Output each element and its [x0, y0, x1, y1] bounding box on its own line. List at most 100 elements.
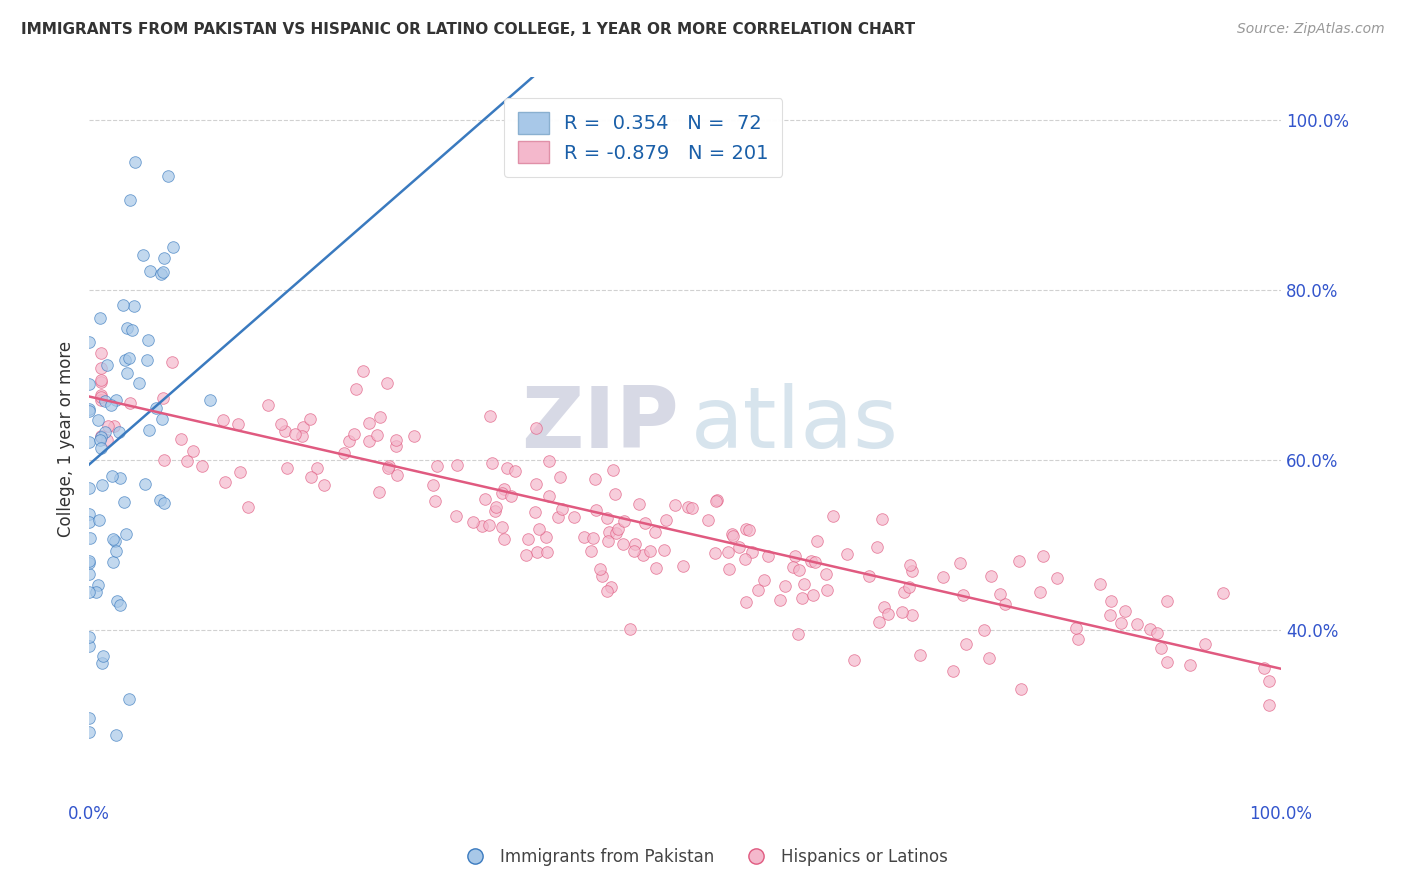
Point: [599, 580, 621, 594]
Point: [90, 392, 112, 407]
Point: [77, 377, 100, 392]
Point: [367, 485, 389, 500]
Point: [307, 461, 329, 475]
Point: [932, 570, 955, 584]
Point: [524, 477, 547, 491]
Point: [634, 516, 657, 530]
Point: [672, 558, 695, 573]
Point: [104, 534, 127, 549]
Point: [198, 393, 221, 408]
Point: [461, 516, 484, 530]
Y-axis label: College, 1 year or more: College, 1 year or more: [58, 341, 75, 537]
Point: [118, 691, 141, 706]
Point: [747, 582, 769, 597]
Text: IMMIGRANTS FROM PAKISTAN VS HISPANIC OR LATINO COLLEGE, 1 YEAR OR MORE CORRELATI: IMMIGRANTS FROM PAKISTAN VS HISPANIC OR …: [21, 22, 915, 37]
Point: [898, 580, 921, 594]
Point: [101, 532, 124, 546]
Point: [366, 427, 388, 442]
Point: [152, 453, 174, 467]
Point: [579, 544, 602, 558]
Point: [717, 545, 740, 559]
Point: [548, 470, 571, 484]
Point: [866, 540, 889, 554]
Point: [585, 502, 607, 516]
Point: [115, 367, 138, 381]
Point: [152, 392, 174, 406]
Point: [170, 433, 193, 447]
Point: [160, 355, 183, 369]
Point: [352, 364, 374, 378]
Point: [551, 502, 574, 516]
Point: [644, 561, 666, 575]
Point: [422, 478, 444, 492]
Point: [100, 398, 122, 412]
Point: [112, 298, 135, 312]
Point: [717, 562, 740, 576]
Point: [1046, 571, 1069, 585]
Point: [108, 425, 131, 439]
Point: [955, 637, 977, 651]
Point: [377, 461, 399, 475]
Point: [120, 395, 142, 409]
Point: [226, 417, 249, 431]
Point: [90, 345, 112, 359]
Point: [136, 333, 159, 347]
Point: [623, 544, 645, 558]
Point: [1098, 607, 1121, 622]
Point: [121, 323, 143, 337]
Point: [721, 526, 744, 541]
Text: atlas: atlas: [690, 383, 898, 466]
Point: [152, 412, 174, 426]
Text: ZIP: ZIP: [522, 383, 679, 466]
Point: [1212, 586, 1234, 600]
Point: [624, 537, 647, 551]
Point: [979, 651, 1001, 665]
Point: [870, 511, 893, 525]
Point: [491, 485, 513, 500]
Point: [494, 483, 516, 497]
Point: [492, 532, 515, 546]
Point: [605, 525, 627, 540]
Point: [91, 478, 114, 492]
Point: [596, 583, 619, 598]
Point: [537, 490, 560, 504]
Point: [613, 514, 636, 528]
Point: [101, 555, 124, 569]
Point: [229, 465, 252, 479]
Point: [134, 476, 156, 491]
Point: [706, 493, 728, 508]
Point: [484, 504, 506, 518]
Point: [77, 725, 100, 739]
Point: [384, 439, 406, 453]
Point: [314, 478, 336, 492]
Point: [87, 513, 110, 527]
Point: [1099, 594, 1122, 608]
Point: [79, 532, 101, 546]
Point: [734, 552, 756, 566]
Point: [583, 472, 606, 486]
Point: [595, 511, 617, 525]
Point: [149, 268, 172, 282]
Point: [299, 470, 322, 484]
Point: [655, 513, 678, 527]
Point: [77, 711, 100, 725]
Point: [1146, 626, 1168, 640]
Point: [704, 494, 727, 508]
Point: [515, 548, 537, 562]
Point: [105, 593, 128, 607]
Point: [138, 263, 160, 277]
Point: [1139, 622, 1161, 636]
Point: [562, 509, 585, 524]
Point: [537, 454, 560, 468]
Point: [1194, 637, 1216, 651]
Point: [90, 388, 112, 402]
Point: [793, 576, 815, 591]
Point: [526, 545, 548, 559]
Point: [108, 471, 131, 485]
Point: [84, 585, 107, 599]
Point: [815, 582, 838, 597]
Point: [118, 351, 141, 365]
Point: [236, 500, 259, 515]
Point: [122, 300, 145, 314]
Point: [534, 531, 557, 545]
